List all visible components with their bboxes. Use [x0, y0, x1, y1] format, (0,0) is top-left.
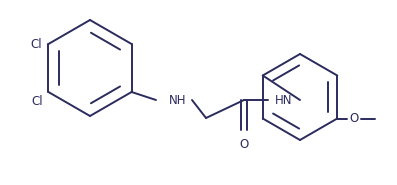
Text: Cl: Cl: [31, 38, 42, 51]
Text: HN: HN: [275, 93, 293, 107]
Text: O: O: [239, 138, 249, 151]
Text: Cl: Cl: [32, 95, 43, 108]
Text: NH: NH: [169, 93, 187, 107]
Text: O: O: [349, 112, 358, 125]
